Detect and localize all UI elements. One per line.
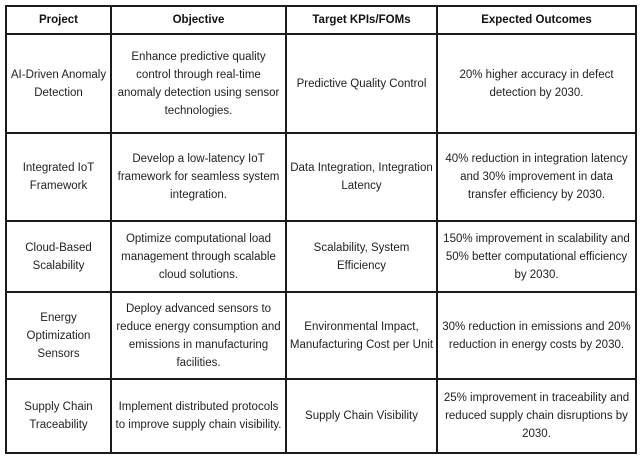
cell-objective: Implement distributed protocols to impro… (110, 378, 287, 454)
cell-kpis: Scalability, System Efficiency (285, 220, 438, 293)
cell-outcomes: 20% higher accuracy in defect detection … (436, 33, 637, 134)
cell-objective: Develop a low-latency IoT framework for … (110, 132, 287, 222)
cell-outcomes: 150% improvement in scalability and 50% … (436, 220, 637, 293)
table-row: Integrated IoT Framework Develop a low-l… (5, 132, 637, 222)
cell-objective: Enhance predictive quality control throu… (110, 33, 287, 134)
cell-objective: Optimize computational load management t… (110, 220, 287, 293)
table-row: Supply Chain Traceability Implement dist… (5, 378, 637, 454)
cell-project: Integrated IoT Framework (5, 132, 112, 222)
cell-project: Energy Optimization Sensors (5, 291, 112, 380)
projects-table-container: Project Objective Target KPIs/FOMs Expec… (5, 5, 637, 454)
table-row: Cloud-Based Scalability Optimize computa… (5, 220, 637, 293)
cell-objective: Deploy advanced sensors to reduce energy… (110, 291, 287, 380)
header-objective: Objective (110, 5, 287, 35)
cell-outcomes: 40% reduction in integration latency and… (436, 132, 637, 222)
cell-kpis: Predictive Quality Control (285, 33, 438, 134)
cell-kpis: Environmental Impact, Manufacturing Cost… (285, 291, 438, 380)
projects-table: Project Objective Target KPIs/FOMs Expec… (5, 5, 637, 454)
cell-project: Cloud-Based Scalability (5, 220, 112, 293)
cell-project: AI-Driven Anomaly Detection (5, 33, 112, 134)
header-expected-outcomes: Expected Outcomes (436, 5, 637, 35)
header-row: Project Objective Target KPIs/FOMs Expec… (5, 5, 637, 35)
cell-project: Supply Chain Traceability (5, 378, 112, 454)
header-target-kpis: Target KPIs/FOMs (285, 5, 438, 35)
table-row: AI-Driven Anomaly Detection Enhance pred… (5, 33, 637, 134)
cell-kpis: Data Integration, Integration Latency (285, 132, 438, 222)
cell-outcomes: 25% improvement in traceability and redu… (436, 378, 637, 454)
cell-kpis: Supply Chain Visibility (285, 378, 438, 454)
table-row: Energy Optimization Sensors Deploy advan… (5, 291, 637, 380)
cell-outcomes: 30% reduction in emissions and 20% reduc… (436, 291, 637, 380)
header-project: Project (5, 5, 112, 35)
